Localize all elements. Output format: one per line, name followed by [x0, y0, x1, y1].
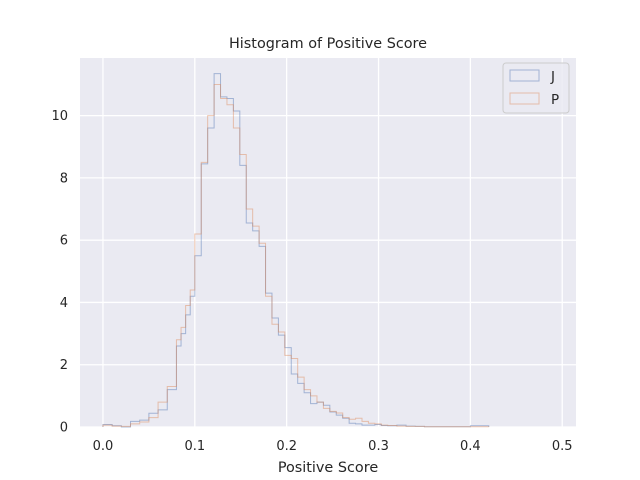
x-tick-label: 0.1	[184, 439, 205, 454]
legend: JP	[502, 62, 570, 114]
legend-label-j: J	[550, 69, 555, 85]
chart-title: Histogram of Positive Score	[229, 36, 427, 52]
y-tick-label: 10	[51, 109, 68, 124]
histogram-series	[102, 73, 490, 428]
x-tick-label: 0.5	[552, 439, 573, 454]
x-axis-label: Positive Score	[278, 460, 379, 476]
histogram-step-p	[102, 83, 490, 428]
x-tick-label: 0.3	[368, 439, 389, 454]
y-tick-label: 2	[60, 358, 68, 373]
grid-lines	[80, 58, 576, 428]
y-tick-label: 8	[60, 171, 68, 186]
tick-labels: 0.0 0.1 0.2 0.3 0.4 0.5 0 2 4 6 8 10	[51, 109, 572, 454]
legend-label-p: P	[551, 92, 559, 108]
histogram-step-j	[102, 73, 490, 428]
y-tick-label: 4	[60, 296, 68, 311]
x-tick-label: 0.0	[93, 439, 114, 454]
plot-area	[80, 58, 576, 427]
y-tick-label: 0	[60, 421, 68, 436]
legend-box	[502, 62, 570, 114]
legend-swatch-p	[509, 92, 540, 105]
x-tick-label: 0.2	[276, 439, 297, 454]
legend-items: JP	[509, 69, 559, 108]
y-tick-label: 6	[60, 234, 68, 249]
legend-swatch-j	[509, 69, 540, 82]
x-tick-label: 0.4	[460, 439, 481, 454]
